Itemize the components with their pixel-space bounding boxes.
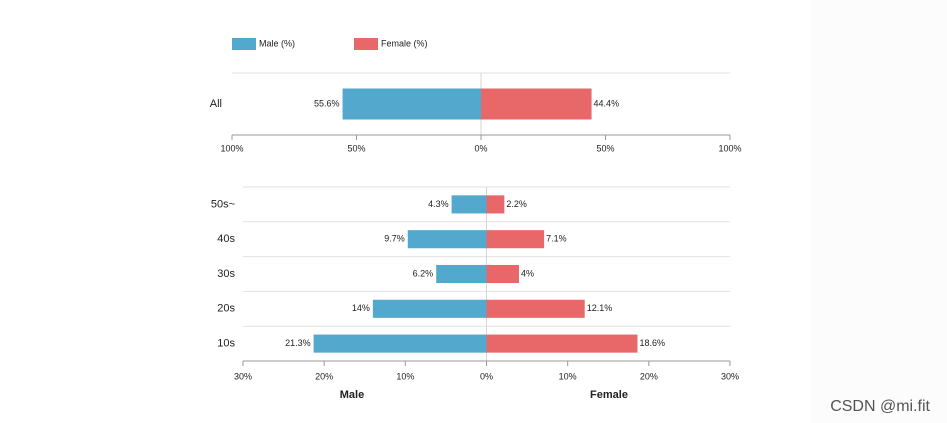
x-tick-label: 50% [596,143,614,153]
category-label: 30s [217,268,235,280]
value-label: 2.2% [506,199,527,209]
category-label: 40s [217,233,235,245]
category-label: All [210,98,222,110]
bar [486,195,505,214]
category-label: 50s~ [211,198,235,210]
value-label: 44.4% [594,98,620,108]
bar [486,264,519,284]
value-label: 4% [521,268,534,278]
bar [313,334,487,353]
value-label: 6.2% [413,268,434,278]
x-tick-label: 30% [721,371,739,381]
bar [407,230,487,249]
value-label: 12.1% [587,303,613,313]
bar [451,195,487,214]
legend-label: Male (%) [259,38,295,48]
category-label: 20s [217,303,235,315]
x-tick-label: 0% [474,143,487,153]
value-label: 18.6% [639,338,665,348]
side-panel [810,0,947,423]
x-tick-label: 10% [559,371,577,381]
x-tick-label: 0% [480,371,493,381]
legend-swatch [354,38,378,50]
x-tick-label: 10% [396,371,414,381]
legend-label: Female (%) [381,38,428,48]
x-tick-label: 100% [718,143,741,153]
x-tick-label: 100% [220,143,243,153]
x-tick-label: 20% [640,371,658,381]
bar [436,264,487,284]
bar [486,230,545,249]
legend-swatch [232,38,256,50]
value-label: 14% [352,303,370,313]
bar [342,88,481,120]
value-label: 4.3% [428,199,449,209]
x-tick-label: 20% [315,371,333,381]
value-label: 7.1% [546,234,567,244]
value-label: 55.6% [314,98,340,108]
bar [486,299,585,318]
bar [486,334,638,353]
axis-title: Male [340,389,364,401]
x-tick-label: 50% [347,143,365,153]
category-label: 10s [217,338,235,350]
x-tick-label: 30% [234,371,252,381]
value-label: 9.7% [384,234,405,244]
bar [372,299,487,318]
bar [481,88,592,120]
value-label: 21.3% [285,338,311,348]
watermark: CSDN @mi.fit [830,398,930,415]
axis-title: Female [590,389,628,401]
